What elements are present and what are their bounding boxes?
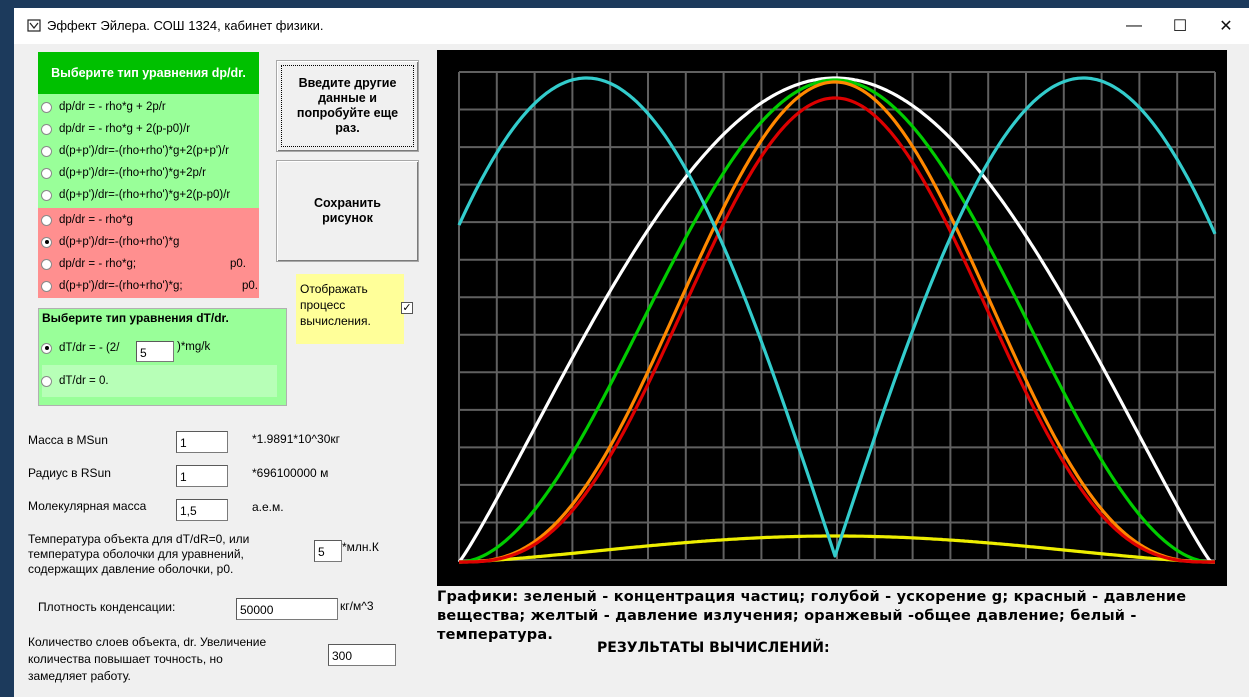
acceleration-curve (457, 76, 1217, 558)
dp-option-3[interactable]: d(p+p')/dr=-(rho+rho')*g+2(p+p')/r (38, 141, 229, 161)
radius-input[interactable]: 1 (176, 465, 228, 487)
layers-label-1: Количество слоев объекта, dr. Увеличение (28, 635, 267, 649)
dt-option2-area (42, 365, 277, 397)
mass-unit: *1.9891*10^30кг (252, 432, 340, 446)
dp-options-group-red (38, 208, 259, 298)
enter-new-data-button[interactable]: Введите другие данные и попробуйте еще р… (276, 60, 419, 152)
dt-panel-header: Выберите тип уравнения dT/dr. (40, 311, 231, 325)
legend-line-1: Графики: зеленый - концентрация частиц; … (437, 589, 1187, 605)
temperature-label-1: Температура объекта для dT/dR=0, или (28, 532, 250, 546)
dt-option-1-suffix: )*mg/k (177, 341, 211, 353)
show-process-label: Отображать процесс вычисления. (300, 282, 371, 328)
density-input[interactable]: 50000 (236, 598, 338, 620)
concentration-curve (458, 78, 1215, 564)
layers-input[interactable]: 300 (328, 644, 396, 666)
dp-option-suffix: p0. (230, 258, 246, 270)
dp-option-8[interactable]: dp/dr = - rho*g; p0. (38, 254, 246, 274)
dp-panel-header: Выберите тип уравнения dp/dr. (38, 52, 259, 94)
mass-label: Масса в MSun (28, 433, 108, 447)
legend-text: Графики: зеленый - концентрация частиц; … (437, 588, 1237, 645)
plot-curves (457, 76, 1217, 564)
temperature-label-2: температура оболочки для уравнений, (28, 547, 244, 561)
show-process-checkbox[interactable]: ✓ (401, 302, 413, 314)
save-picture-button[interactable]: Сохранить рисунок (276, 160, 419, 262)
density-label: Плотность конденсации: (38, 600, 176, 614)
dp-option-6[interactable]: dp/dr = - rho*g (38, 210, 133, 230)
app-icon (27, 19, 41, 32)
temperature-unit: *млн.К (342, 540, 379, 554)
dp-option-label: d(p+p')/dr=-(rho+rho')*g+2p/r (59, 167, 206, 179)
dp-option-9[interactable]: d(p+p')/dr=-(rho+rho')*g; p0. (38, 276, 258, 296)
dt-option-2[interactable]: dT/dr = 0. (38, 371, 109, 391)
focus-rect (281, 65, 414, 147)
dp-option-label: dp/dr = - rho*g (59, 214, 133, 226)
temperature-input[interactable]: 5 (314, 540, 342, 562)
layers-label-3: замедляет работу. (28, 669, 131, 683)
radius-label: Радиус в RSun (28, 466, 111, 480)
molar-mass-label: Молекулярная масса (28, 499, 147, 513)
dp-option-label: d(p+p')/dr=-(rho+rho')*g+2(p+p')/r (59, 145, 229, 157)
radius-unit: *696100000 м (252, 466, 329, 480)
save-picture-label: Сохранить рисунок (314, 196, 381, 225)
radio-icon[interactable] (41, 189, 52, 201)
legend-line-2: вещества; желтый - давление излучения; о… (437, 608, 1137, 624)
title-bar[interactable]: Эффект Эйлера. СОШ 1324, кабинет физики.… (14, 8, 1249, 44)
dp-option-suffix: p0. (242, 280, 258, 292)
dp-option-4[interactable]: d(p+p')/dr=-(rho+rho')*g+2p/r (38, 163, 206, 183)
dp-option-label: dp/dr = - rho*g + 2(p-p0)/r (59, 123, 191, 135)
dp-option-5[interactable]: d(p+p')/dr=-(rho+rho')*g+2(p-p0)/r (38, 185, 230, 205)
window-title: Эффект Эйлера. СОШ 1324, кабинет физики. (47, 18, 324, 33)
density-unit: кг/м^3 (340, 599, 374, 613)
dp-option-label: d(p+p')/dr=-(rho+rho')*g (59, 236, 180, 248)
total-pressure-curve (459, 80, 1215, 564)
dt-coefficient-input[interactable]: 5 (136, 341, 174, 362)
results-plot (437, 50, 1227, 586)
radio-selected-icon[interactable] (41, 342, 52, 354)
enter-new-data-label: Введите другие данные и попробуйте еще р… (296, 76, 399, 135)
radio-icon[interactable] (41, 167, 52, 179)
dp-options-group-green (38, 94, 259, 208)
close-button[interactable]: ✕ (1219, 18, 1233, 35)
radio-icon[interactable] (41, 258, 52, 270)
app-window: Эффект Эйлера. СОШ 1324, кабинет физики.… (14, 8, 1249, 697)
minimize-button[interactable]: — (1126, 17, 1142, 34)
results-heading: РЕЗУЛЬТАТЫ ВЫЧИСЛЕНИЙ: (597, 640, 830, 656)
radio-icon[interactable] (41, 123, 52, 135)
legend-line-3: температура. (437, 627, 554, 643)
dp-option-2[interactable]: dp/dr = - rho*g + 2(p-p0)/r (38, 119, 190, 139)
dp-option-7[interactable]: d(p+p')/dr=-(rho+rho')*g (38, 232, 179, 252)
dp-option-label: dp/dr = - rho*g + 2p/r (59, 101, 166, 113)
radio-icon[interactable] (41, 214, 52, 226)
mass-input[interactable]: 1 (176, 431, 228, 453)
dp-option-1[interactable]: dp/dr = - rho*g + 2p/r (38, 97, 166, 117)
radio-selected-icon[interactable] (41, 236, 52, 248)
dt-option-1[interactable]: dT/dr = - (2/ (38, 338, 119, 358)
matter-pressure-curve (459, 96, 1215, 564)
dt-option-1-prefix: dT/dr = - (2/ (59, 342, 120, 354)
plot-grid (458, 71, 1216, 561)
dp-option-label: d(p+p')/dr=-(rho+rho')*g+2(p-p0)/r (59, 189, 231, 201)
radiation-pressure-curve (459, 534, 1215, 564)
radio-icon[interactable] (41, 101, 52, 113)
temperature-curve (457, 76, 1215, 564)
molar-mass-unit: а.е.м. (252, 500, 284, 514)
show-process-panel (296, 274, 404, 344)
maximize-button[interactable]: ☐ (1172, 18, 1188, 35)
radio-icon[interactable] (41, 280, 52, 292)
dp-option-label: d(p+p')/dr=-(rho+rho')*g; (59, 280, 183, 292)
dp-option-label: dp/dr = - rho*g; (59, 258, 137, 270)
molar-mass-input[interactable]: 1,5 (176, 499, 228, 521)
dt-option-2-label: dT/dr = 0. (59, 375, 109, 387)
temperature-label-3: содержащих давление оболочки, p0. (28, 562, 234, 576)
layers-label-2: количества повышает точность, но (28, 652, 223, 666)
radio-icon[interactable] (41, 145, 52, 157)
radio-icon[interactable] (41, 375, 52, 387)
